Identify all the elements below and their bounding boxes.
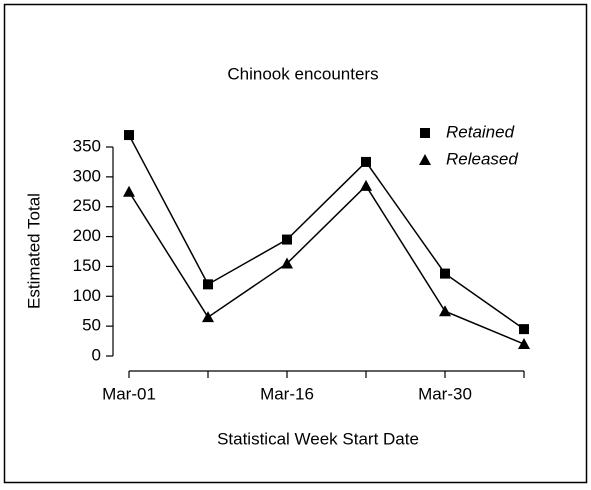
- data-point: [440, 268, 450, 279]
- series-line: [128, 184, 525, 345]
- y-axis-label: Estimated Total: [24, 193, 43, 309]
- data-point: [519, 324, 529, 335]
- y-tick-label: 350: [73, 136, 101, 155]
- series-line: [128, 134, 525, 330]
- y-tick-label: 300: [73, 166, 101, 185]
- y-tick-label: 0: [92, 345, 101, 364]
- data-point: [281, 257, 293, 269]
- x-tick-label: Mar-01: [102, 384, 156, 403]
- data-point: [282, 234, 292, 245]
- x-tick-label: Mar-16: [260, 384, 314, 403]
- y-tick-label: 250: [73, 196, 101, 215]
- data-point: [361, 156, 371, 167]
- chart-title: Chinook encounters: [227, 64, 378, 83]
- y-tick-label: 200: [73, 226, 101, 245]
- data-point: [202, 311, 214, 323]
- x-tick-label: Mar-30: [418, 384, 472, 403]
- legend-marker: [419, 154, 431, 165]
- legend-label: Released: [446, 149, 518, 168]
- data-point: [518, 338, 530, 350]
- data-point: [203, 279, 213, 290]
- data-point: [360, 179, 372, 191]
- y-tick-label: 100: [73, 286, 101, 305]
- x-axis-label: Statistical Week Start Date: [217, 429, 419, 448]
- frame: [3, 3, 588, 484]
- data-point: [124, 130, 134, 141]
- y-tick-label: 50: [82, 316, 101, 335]
- data-point: [123, 185, 135, 197]
- legend-label: Retained: [446, 122, 515, 141]
- data-point: [439, 305, 451, 317]
- legend-marker: [420, 128, 430, 138]
- y-tick-label: 150: [73, 256, 101, 275]
